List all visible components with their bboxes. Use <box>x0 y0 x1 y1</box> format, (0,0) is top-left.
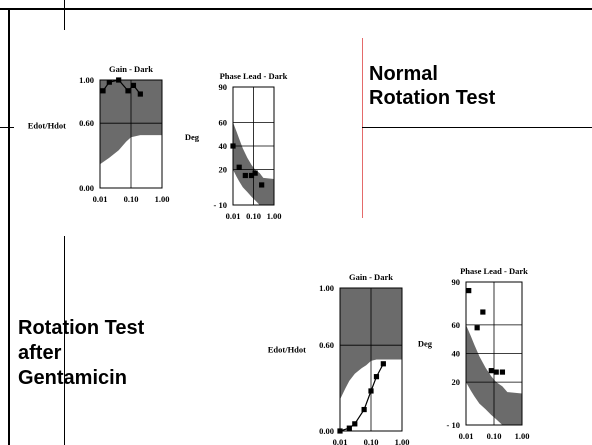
y-tick-label: 60 <box>219 117 228 127</box>
x-tick-label: 0.01 <box>333 437 348 445</box>
data-point <box>368 388 374 394</box>
data-point <box>230 143 236 149</box>
y-tick-label: 0.60 <box>319 340 334 350</box>
y-tick-label: 40 <box>219 141 228 151</box>
data-point <box>130 82 137 88</box>
y-axis-label: Deg <box>418 338 433 348</box>
data-point <box>137 91 143 97</box>
data-point <box>346 425 352 431</box>
label-normal-line-2: Rotation Test <box>369 87 496 109</box>
chart-gain-gentamicin: Gain - Dark 0.01 0.10 1.00 0.00 0.60 1.00 Edot/… <box>268 272 410 445</box>
data-point <box>106 79 112 85</box>
label-gentamicin-line-3: Gentamicin <box>18 367 127 389</box>
x-tick-label: 0.01 <box>459 431 474 441</box>
divider-red-line <box>362 38 363 218</box>
data-point <box>248 172 255 179</box>
y-tick-label: 20 <box>452 377 461 387</box>
x-tick-label: 0.10 <box>246 211 261 221</box>
frame-left-border <box>8 8 10 445</box>
y-tick-label: - 10 <box>447 420 460 430</box>
data-point <box>116 77 122 83</box>
chart-title: Gain - Dark <box>349 272 393 282</box>
chart-phase-normal: Phase Lead - Dark 0.01 0.10 1.00 - 10 20 40 60 9… <box>185 71 288 221</box>
y-tick-label: - 10 <box>214 200 227 210</box>
data-point <box>242 172 248 179</box>
y-tick-label: 0.60 <box>79 118 94 128</box>
data-point <box>493 369 499 375</box>
decor-line-lower-left <box>64 236 65 445</box>
data-point <box>466 287 472 294</box>
y-axis-label: Edot/Hdot <box>28 121 66 131</box>
y-tick-label: 0.00 <box>319 426 334 436</box>
data-point <box>259 182 265 188</box>
data-point <box>352 421 358 427</box>
plot-frame <box>465 281 523 426</box>
label-normal-rotation: Normal Rotation Test <box>369 62 495 110</box>
plot-frame <box>339 287 403 432</box>
y-tick-label: 60 <box>452 320 461 330</box>
data-point <box>499 369 506 375</box>
data-point <box>236 164 242 170</box>
data-point <box>361 406 367 413</box>
chart-title: Phase Lead - Dark <box>460 266 528 276</box>
x-tick-label: 0.10 <box>124 194 139 204</box>
data-point <box>373 374 380 380</box>
y-tick-label: 90 <box>452 277 461 287</box>
label-gentamicin-line-1: Rotation Test <box>18 317 145 339</box>
data-point <box>100 88 106 94</box>
chart-gain-normal: Gain - Dark 0.01 0.10 1.00 0.00 0.60 1.00 Edot/… <box>28 64 170 204</box>
y-tick-label: 20 <box>219 165 228 175</box>
normal-range-band <box>466 324 522 425</box>
y-axis-label: Edot/Hdot <box>268 344 306 354</box>
data-point <box>337 428 343 434</box>
label-after-gentamicin: Rotation Test after Gentamicin <box>18 316 144 391</box>
frame-top-border <box>0 8 592 10</box>
data-point <box>474 325 480 331</box>
plot-frame <box>99 79 163 189</box>
decor-tick-left <box>0 127 14 128</box>
data-point <box>380 361 386 367</box>
label-gentamicin-line-2: after <box>18 342 62 364</box>
chart-phase-gentamicin: Phase Lead - Dark 0.01 0.10 1.00 - 10 20 40 60 9… <box>418 266 530 441</box>
x-tick-label: 0.01 <box>226 211 241 221</box>
x-tick-label: 0.01 <box>93 194 108 204</box>
chart-title: Phase Lead - Dark <box>220 71 288 81</box>
data-point <box>125 88 131 94</box>
x-tick-label: 0.10 <box>487 431 502 441</box>
x-tick-label: 1.00 <box>395 437 410 445</box>
x-tick-label: 1.00 <box>155 194 170 204</box>
y-tick-label: 90 <box>219 82 228 92</box>
y-tick-label: 0.00 <box>79 183 94 193</box>
y-tick-label: 1.00 <box>79 75 94 85</box>
y-tick-label: 40 <box>452 349 461 359</box>
chart-title: Gain - Dark <box>109 64 153 74</box>
decor-line-top <box>64 0 65 30</box>
data-point <box>488 368 494 374</box>
x-tick-label: 1.00 <box>515 431 530 441</box>
y-tick-label: 1.00 <box>319 283 334 293</box>
y-axis-label: Deg <box>185 132 200 142</box>
label-normal-line-1: Normal <box>369 63 438 85</box>
x-tick-label: 1.00 <box>267 211 282 221</box>
decor-line-right <box>362 127 592 128</box>
x-tick-label: 0.10 <box>364 437 379 445</box>
data-point <box>480 309 486 315</box>
data-point <box>252 170 258 176</box>
